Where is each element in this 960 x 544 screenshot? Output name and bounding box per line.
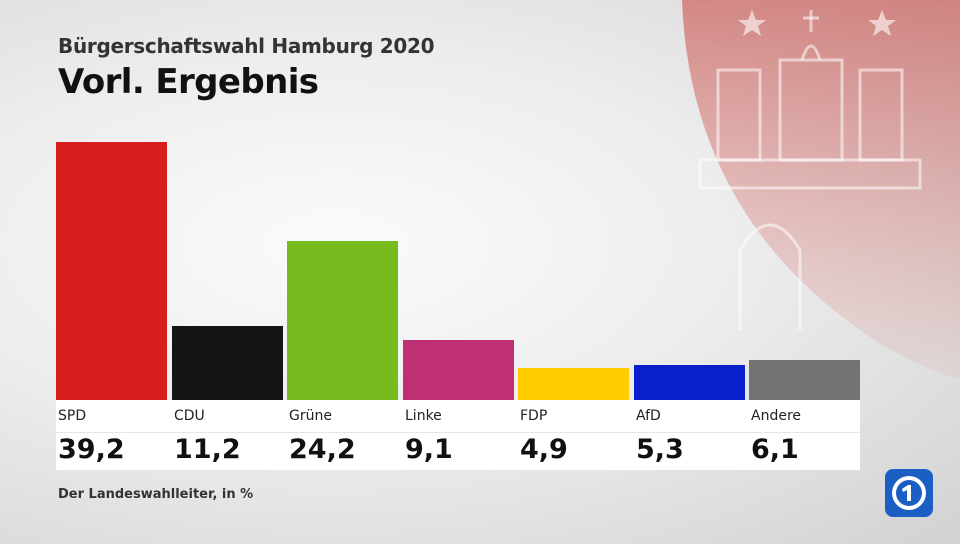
party-value: 39,2 bbox=[58, 434, 125, 465]
bar-cdu bbox=[172, 326, 283, 400]
party-value: 5,3 bbox=[636, 434, 684, 465]
bar-afd bbox=[634, 365, 745, 400]
party-value: 24,2 bbox=[289, 434, 356, 465]
party-name: Linke bbox=[405, 408, 442, 424]
party-name: Grüne bbox=[289, 408, 332, 424]
bar-spd bbox=[56, 142, 167, 400]
party-name: SPD bbox=[58, 408, 87, 424]
bar-fdp bbox=[518, 368, 629, 400]
party-value: 6,1 bbox=[751, 434, 799, 465]
party-name: CDU bbox=[174, 408, 205, 424]
bar-andere bbox=[749, 360, 860, 400]
bar-linke bbox=[403, 340, 514, 400]
party-value: 9,1 bbox=[405, 434, 453, 465]
party-name: Andere bbox=[751, 408, 802, 424]
party-name: AfD bbox=[636, 408, 661, 424]
party-value: 4,9 bbox=[520, 434, 568, 465]
label-band bbox=[56, 400, 860, 470]
bar-grüne bbox=[287, 241, 398, 400]
chart-subtitle: Bürgerschaftswahl Hamburg 2020 bbox=[58, 34, 435, 58]
label-divider bbox=[56, 432, 860, 433]
party-name: FDP bbox=[520, 408, 548, 424]
source-note: Der Landeswahlleiter, in % bbox=[58, 487, 254, 502]
party-value: 11,2 bbox=[174, 434, 241, 465]
chart-title: Vorl. Ergebnis bbox=[58, 62, 319, 102]
chart-header: Bürgerschaftswahl Hamburg 2020 Vorl. Erg… bbox=[58, 34, 435, 102]
ard-logo-icon bbox=[885, 469, 933, 517]
